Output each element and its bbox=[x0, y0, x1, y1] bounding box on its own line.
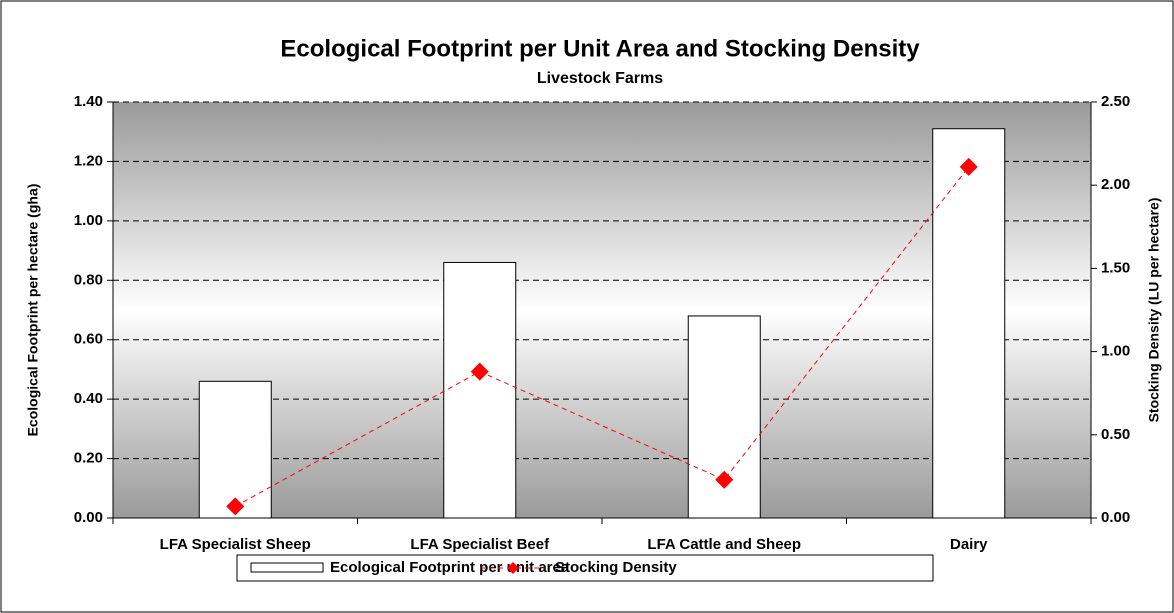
y-tick-label: 1.00 bbox=[74, 212, 103, 229]
x-tick-label: Dairy bbox=[950, 536, 988, 553]
y-tick-label: 0.40 bbox=[74, 390, 103, 407]
legend-swatch bbox=[250, 562, 324, 573]
legend-label: Ecological Footprint per unit area bbox=[330, 559, 570, 576]
legend-label: Stocking Density bbox=[555, 559, 677, 576]
bar bbox=[198, 380, 272, 519]
y-tick-label: 1.20 bbox=[74, 152, 103, 169]
y2-tick-label: 2.50 bbox=[1101, 93, 1130, 110]
chart-title: Ecological Footprint per Unit Area and S… bbox=[280, 35, 920, 62]
x-tick-label: LFA Specialist Beef bbox=[410, 536, 550, 553]
line bbox=[235, 166, 970, 507]
bar bbox=[932, 128, 1006, 519]
y2-tick-label: 1.00 bbox=[1101, 343, 1130, 360]
y-tick-label: 1.40 bbox=[74, 93, 103, 110]
y2-axis-title: Stocking Density (LU per hectare) bbox=[1146, 198, 1162, 423]
chart-subtitle: Livestock Farms bbox=[537, 70, 663, 87]
y-tick-label: 0.80 bbox=[74, 271, 103, 288]
marker bbox=[226, 497, 245, 516]
bar bbox=[443, 261, 517, 519]
marker bbox=[959, 157, 978, 176]
marker bbox=[715, 470, 734, 489]
y-tick-label: 0.20 bbox=[74, 450, 103, 467]
x-tick-label: LFA Specialist Sheep bbox=[160, 536, 311, 553]
legend-marker bbox=[507, 562, 519, 574]
legend bbox=[236, 554, 934, 582]
y-tick-label: 0.60 bbox=[74, 331, 103, 348]
y2-tick-label: 2.00 bbox=[1101, 176, 1130, 193]
x-tick-label: LFA Cattle and Sheep bbox=[647, 536, 801, 553]
marker bbox=[470, 362, 489, 381]
plot-area bbox=[113, 102, 1091, 518]
y2-tick-label: 1.50 bbox=[1101, 259, 1130, 276]
y2-tick-label: 0.00 bbox=[1101, 509, 1130, 526]
y-axis-title: Ecological Footprint per hectare (gha) bbox=[25, 184, 41, 437]
y2-tick-label: 0.50 bbox=[1101, 426, 1130, 443]
y-tick-label: 0.00 bbox=[74, 509, 103, 526]
